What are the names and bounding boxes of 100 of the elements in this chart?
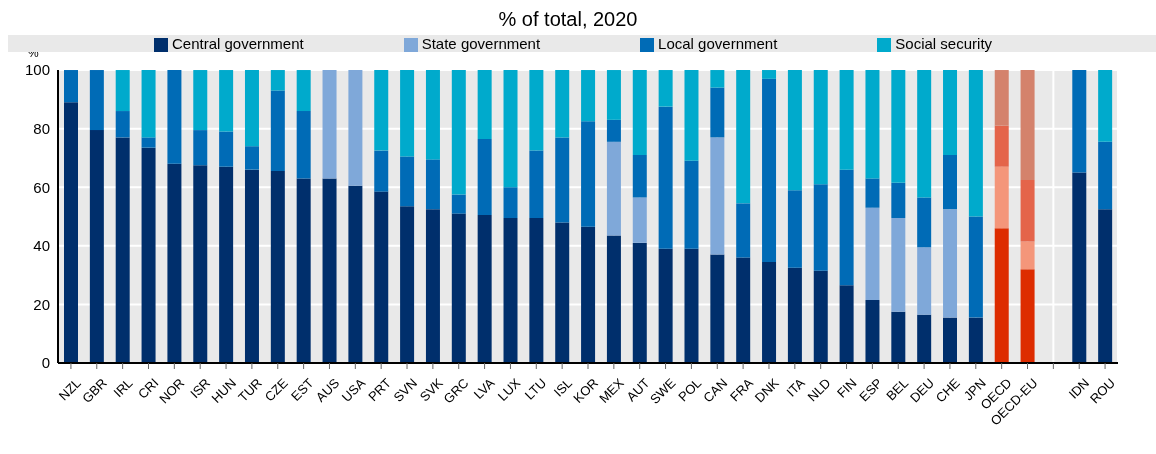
bar — [115, 111, 130, 138]
bar — [710, 137, 725, 255]
bar — [555, 222, 570, 363]
bar — [943, 209, 958, 318]
bar — [968, 216, 983, 318]
bar — [425, 209, 440, 363]
bar — [270, 171, 285, 363]
x-tick-label: POL — [675, 375, 705, 405]
bar — [658, 248, 673, 363]
bar — [1020, 179, 1035, 242]
bar — [244, 146, 259, 170]
bar — [736, 257, 751, 363]
x-tick-label: FIN — [834, 375, 860, 401]
bar — [348, 70, 363, 186]
bar — [477, 215, 492, 363]
bar — [322, 178, 337, 363]
bar — [503, 70, 518, 188]
bar — [451, 70, 466, 195]
x-tick-label: USA — [338, 375, 369, 405]
bar — [684, 70, 699, 161]
bar — [167, 163, 182, 363]
bar — [865, 70, 880, 179]
bar — [270, 90, 285, 172]
bar — [348, 185, 363, 363]
bar — [684, 160, 699, 249]
bar — [994, 70, 1009, 126]
bar — [632, 154, 647, 198]
bar — [865, 207, 880, 301]
bar — [451, 213, 466, 363]
bar — [891, 311, 906, 363]
bar — [787, 267, 802, 363]
bar — [322, 70, 337, 179]
bar — [943, 317, 958, 363]
x-tick-label: TUR — [235, 375, 265, 405]
bar — [193, 70, 208, 131]
chart-title: % of total, 2020 — [497, 8, 639, 31]
bar — [865, 178, 880, 208]
bar — [581, 226, 596, 363]
bar — [762, 70, 777, 79]
bar — [529, 217, 544, 363]
bar — [400, 156, 415, 207]
y-tick-label: 0 — [41, 354, 50, 372]
bar — [477, 138, 492, 216]
bar — [115, 137, 130, 363]
legend-label: Social security — [895, 35, 993, 52]
bar — [736, 70, 751, 204]
bar — [762, 78, 777, 262]
bar — [244, 70, 259, 147]
bar — [710, 254, 725, 363]
bar — [244, 169, 259, 363]
bar — [296, 70, 311, 112]
bar — [400, 70, 415, 157]
bar — [658, 106, 673, 249]
y-tick-label: 40 — [33, 237, 50, 255]
bar — [994, 166, 1009, 229]
bar — [374, 150, 389, 192]
bar — [1072, 70, 1087, 173]
bar — [89, 130, 104, 363]
bar — [684, 248, 699, 363]
bar — [813, 270, 828, 363]
bar — [555, 70, 570, 138]
bar — [581, 70, 596, 122]
bar — [529, 150, 544, 218]
bar — [219, 166, 234, 363]
bar — [477, 70, 492, 139]
bar — [296, 111, 311, 179]
bar — [917, 70, 932, 198]
bar — [374, 70, 389, 151]
bar — [917, 314, 932, 363]
bar — [193, 165, 208, 363]
bar — [943, 70, 958, 155]
bar — [64, 70, 78, 103]
bar — [270, 70, 285, 91]
bar — [632, 242, 647, 363]
bar — [632, 70, 647, 155]
bar — [968, 70, 983, 217]
x-tick-label: NZL — [55, 375, 84, 404]
bar — [606, 141, 621, 236]
bar — [1072, 172, 1087, 363]
bar — [503, 187, 518, 218]
bar — [736, 203, 751, 258]
bar — [710, 87, 725, 138]
bar — [503, 217, 518, 363]
x-tick-label: LVA — [470, 375, 498, 402]
bar — [710, 70, 725, 88]
bar — [1098, 70, 1113, 142]
y-tick-label: 80 — [33, 119, 50, 137]
y-tick-label: 20 — [33, 295, 50, 313]
bar — [193, 130, 208, 166]
bar — [658, 70, 673, 107]
y-tick-label: 60 — [33, 178, 50, 196]
bar — [1020, 269, 1035, 363]
bar — [813, 184, 828, 271]
bar — [943, 154, 958, 210]
bar — [994, 125, 1009, 167]
bar — [606, 119, 621, 142]
bar — [839, 285, 854, 363]
bar — [425, 159, 440, 210]
legend-label: Central government — [171, 35, 304, 52]
bar — [141, 147, 156, 363]
